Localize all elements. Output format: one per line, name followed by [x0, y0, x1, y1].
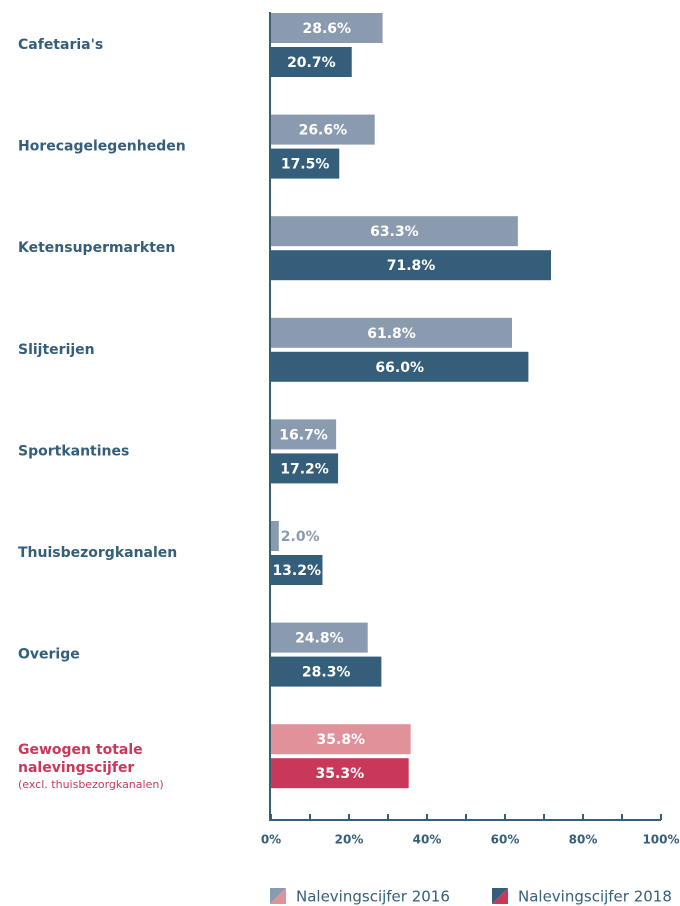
value-label: 71.8% — [387, 258, 436, 274]
bar — [271, 216, 518, 247]
bar — [271, 114, 375, 145]
bar — [271, 521, 279, 551]
bar — [271, 758, 409, 789]
value-label: 24.8% — [295, 631, 344, 647]
bar — [271, 47, 352, 77]
bar — [271, 453, 339, 484]
x-tick-label: 0% — [261, 833, 281, 847]
value-label: 26.6% — [299, 123, 348, 139]
category-label: Ketensupermarkten — [18, 240, 175, 256]
category-label: Gewogen totale nalevingscijfer — [18, 742, 143, 777]
legend-label: Nalevingscijfer 2016 — [296, 888, 450, 906]
value-label: 13.2% — [272, 563, 321, 579]
value-label: 63.3% — [370, 224, 419, 240]
value-label: 20.7% — [287, 55, 336, 71]
bar — [271, 148, 340, 179]
value-label: 28.6% — [302, 21, 351, 37]
category-label: Sportkantines — [18, 443, 129, 459]
x-tick-label: 40% — [413, 833, 442, 847]
x-tick-label: 20% — [335, 833, 364, 847]
legend-swatch — [492, 888, 508, 904]
category-label: Horecagelegenheden — [18, 139, 186, 155]
category-label: Overige — [18, 647, 80, 663]
bar — [271, 317, 513, 348]
value-label: 2.0% — [281, 529, 320, 545]
value-label: 17.5% — [281, 157, 330, 173]
value-label: 28.3% — [302, 665, 351, 681]
bar — [271, 656, 382, 687]
value-label: 61.8% — [367, 326, 416, 342]
bar — [271, 351, 529, 382]
x-tick-label: 60% — [491, 833, 520, 847]
x-tick-label: 100% — [642, 833, 679, 847]
bar — [271, 419, 337, 450]
bar — [271, 622, 368, 653]
category-label: Cafetaria's — [18, 37, 103, 53]
legend-label: Nalevingscijfer 2018 — [518, 888, 672, 906]
category-label: Slijterijen — [18, 342, 95, 358]
bar — [271, 250, 552, 281]
value-label: 17.2% — [280, 461, 329, 477]
value-label: 35.8% — [317, 732, 366, 748]
bar — [271, 724, 411, 755]
legend-swatch — [270, 888, 286, 904]
category-label: Thuisbezorgkanalen — [18, 545, 177, 561]
bar — [271, 13, 383, 43]
value-label: 35.3% — [316, 766, 365, 782]
value-label: 16.7% — [279, 427, 328, 443]
bar — [271, 555, 323, 585]
x-tick-label: 80% — [569, 833, 598, 847]
category-note: (excl. thuisbezorgkanalen) — [18, 778, 164, 792]
category-label-block: Gewogen totale nalevingscijfer(excl. thu… — [18, 742, 164, 792]
value-label: 66.0% — [375, 360, 424, 376]
